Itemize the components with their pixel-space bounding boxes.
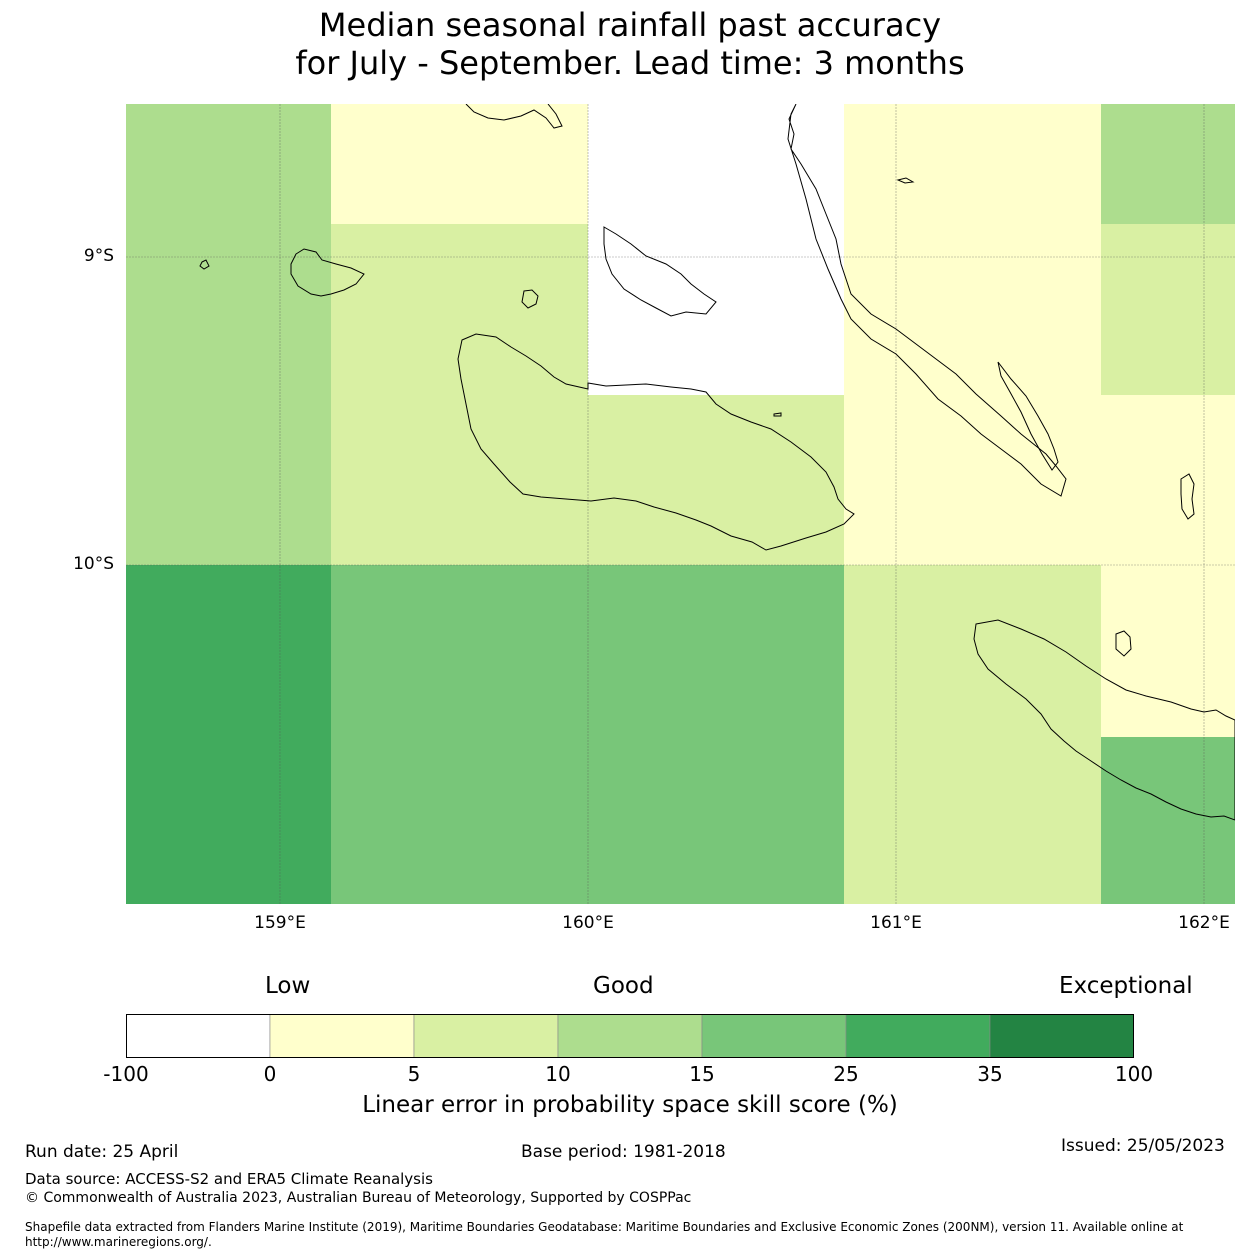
copyright: © Commonwealth of Australia 2023, Austra… xyxy=(25,1190,692,1206)
grid-cell xyxy=(588,737,844,904)
grid-cell xyxy=(126,395,331,565)
coast-south-malaita xyxy=(997,361,1059,471)
colorbar-bin xyxy=(269,1014,415,1058)
colorbar-bin xyxy=(845,1014,991,1058)
colorbar-title: Linear error in probability space skill … xyxy=(362,1092,898,1118)
colorbar-tick: 15 xyxy=(689,1062,715,1086)
lon-label-160e: 160°E xyxy=(562,913,614,933)
grid-cell xyxy=(1101,565,1235,737)
grid-cell xyxy=(588,565,844,737)
grid-cell xyxy=(844,104,1101,224)
legend-low-label: Low xyxy=(265,973,311,999)
grid-cell xyxy=(1101,224,1235,395)
coastlines xyxy=(199,104,1235,821)
colorbar-tick: 0 xyxy=(263,1062,277,1086)
grid-cell xyxy=(126,565,331,737)
run-date: Run date: 25 April xyxy=(25,1142,179,1162)
colorbar-tick: 35 xyxy=(977,1062,1003,1086)
lon-label-161e: 161°E xyxy=(870,913,922,933)
data-source: Data source: ACCESS-S2 and ERA5 Climate … xyxy=(25,1170,433,1188)
coast-malaita xyxy=(787,104,1067,497)
title-line-2: for July - September. Lead time: 3 month… xyxy=(295,44,965,82)
grid-cell xyxy=(331,565,588,737)
colorbar-bin xyxy=(989,1014,1134,1058)
lat-label-9s: 9°S xyxy=(83,246,114,266)
lat-label-10s: 10°S xyxy=(73,554,114,574)
base-period: Base period: 1981-2018 xyxy=(521,1142,726,1162)
colorbar-bin xyxy=(126,1014,271,1058)
coast-ulawa xyxy=(1115,630,1132,657)
grid-cell xyxy=(331,737,588,904)
coast-small-island-4 xyxy=(896,177,915,184)
grid-cell xyxy=(126,737,331,904)
grid-cell xyxy=(844,565,1101,737)
colorbar-tick: 5 xyxy=(407,1062,421,1086)
coast-russell-islands xyxy=(290,248,365,297)
map-canvas xyxy=(126,104,1235,904)
grid-cell xyxy=(588,395,844,565)
colorbar-tick: 100 xyxy=(1114,1062,1154,1086)
coast-small-island-2 xyxy=(199,259,210,270)
shapefile-credit: Shapefile data extracted from Flanders M… xyxy=(25,1220,1184,1249)
issued-date: Issued: 25/05/2023 xyxy=(1061,1136,1225,1156)
coast-small-island-3 xyxy=(773,412,782,417)
colorbar-tick: -100 xyxy=(103,1062,149,1086)
grid-cell xyxy=(1101,737,1235,904)
colorbar xyxy=(126,1014,1134,1058)
colorbar-tick: 25 xyxy=(833,1062,859,1086)
coast-nggela xyxy=(603,226,717,317)
coast-small-island-1 xyxy=(1180,473,1195,520)
graticule xyxy=(126,104,1235,904)
colorbar-tick: 10 xyxy=(545,1062,571,1086)
coast-savo xyxy=(521,289,539,309)
grid-cell xyxy=(1101,395,1235,565)
lon-label-162e: 162°E xyxy=(1178,913,1230,933)
grid-cell xyxy=(126,104,331,224)
coast-guadalcanal xyxy=(457,333,855,551)
lon-label-159e: 159°E xyxy=(254,913,306,933)
grid-cell xyxy=(331,395,588,565)
legend-exceptional-label: Exceptional xyxy=(1059,973,1193,999)
colorbar-bin xyxy=(413,1014,559,1058)
colorbar-outline xyxy=(126,1014,1134,1058)
coast-florida-north xyxy=(465,104,563,129)
colorbar-bin xyxy=(701,1014,847,1058)
legend-good-label: Good xyxy=(593,973,654,999)
grid-cell xyxy=(844,224,1101,395)
title-line-1: Median seasonal rainfall past accuracy xyxy=(318,6,942,44)
grid-cell xyxy=(588,224,844,395)
grid-cell xyxy=(844,395,1101,565)
grid-cell xyxy=(588,104,844,224)
coast-makira xyxy=(973,619,1235,821)
map-panel xyxy=(126,104,1235,904)
colorbar-bin xyxy=(557,1014,703,1058)
skill-grid xyxy=(126,104,1235,904)
grid-cell xyxy=(126,224,331,395)
grid-cell xyxy=(1101,104,1235,224)
chart-title: Median seasonal rainfall past accuracy f… xyxy=(0,6,1260,82)
grid-cell xyxy=(331,104,588,224)
grid-cell xyxy=(844,737,1101,904)
